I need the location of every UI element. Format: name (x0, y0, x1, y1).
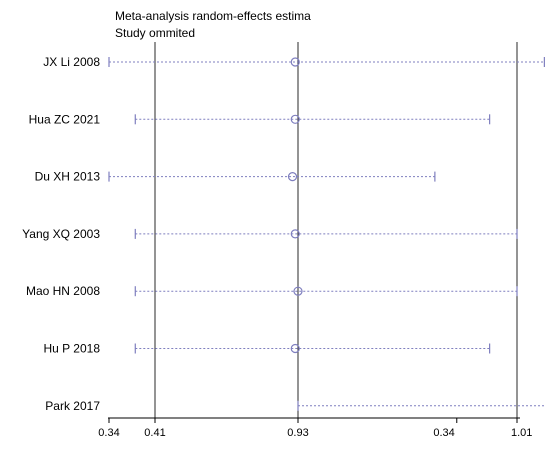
x-axis-tick-label: 0.34 (98, 427, 119, 439)
x-axis-tick-label: 0.34 (433, 427, 454, 439)
x-axis-tick-label: 0.41 (144, 427, 165, 439)
study-label: Du XH 2013 (35, 170, 101, 184)
estimate-marker (290, 57, 300, 67)
estimate-marker (293, 286, 303, 296)
study-row: Hua ZC 2021 (29, 112, 491, 126)
study-row: Du XH 2013 (35, 170, 436, 184)
x-axis-group: 0.34 0.41 0.93 0.34 1.01 (98, 417, 532, 439)
study-label: JX Li 2008 (43, 55, 100, 69)
estimate-marker (290, 114, 300, 124)
study-row: Park 2017 (45, 399, 546, 413)
chart-title-line-2: Study ommited (115, 26, 195, 40)
x-axis-tick-label: 0.93 (287, 427, 308, 439)
reference-lines-group (154, 42, 518, 418)
study-label: Hua ZC 2021 (29, 112, 101, 126)
study-label: Hu P 2018 (44, 342, 101, 356)
study-row: Mao HN 2008 (26, 284, 518, 298)
estimate-marker (290, 229, 300, 239)
study-rows-group: JX Li 2008 Hua ZC 2021 Du XH 2013 Yang XQ 2… (22, 55, 546, 413)
chart-title-line-1: Meta-analysis random-effects estima (115, 9, 311, 23)
study-row: Hu P 2018 (44, 342, 491, 356)
study-label: Mao HN 2008 (26, 284, 100, 298)
study-row: JX Li 2008 (43, 55, 545, 69)
x-axis-tick-label: 1.01 (511, 427, 532, 439)
chart-title-group: Meta-analysis random-effects estima Stud… (115, 9, 311, 40)
study-label: Park 2017 (45, 399, 100, 413)
estimate-marker (290, 343, 300, 354)
estimate-marker (287, 172, 298, 182)
study-label: Yang XQ 2003 (22, 227, 100, 241)
study-row: Yang XQ 2003 (22, 227, 518, 241)
